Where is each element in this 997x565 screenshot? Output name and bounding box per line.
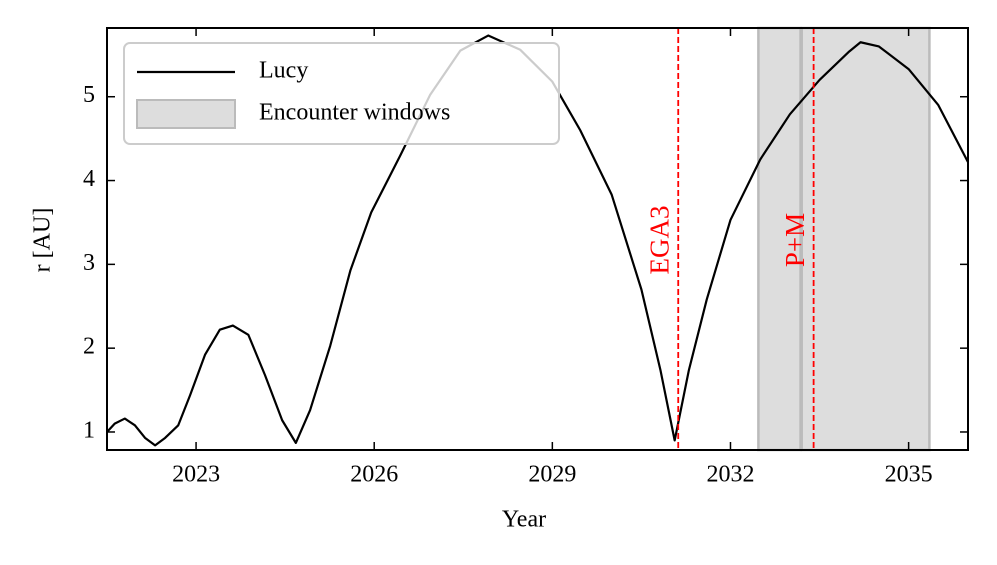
event-label: P+M [780, 213, 810, 267]
legend-label: Encounter windows [259, 100, 450, 126]
x-axis-label: Year [502, 507, 546, 533]
x-tick-label: 2032 [706, 462, 754, 488]
plot-frame [106, 27, 969, 451]
y-tick-label: 1 [83, 417, 95, 443]
encounter-window [757, 26, 802, 452]
y-tick-label: 2 [83, 334, 95, 360]
y-tick-label: 3 [83, 250, 95, 276]
y-axis-label: r [AU] [30, 208, 56, 273]
legend-patch [136, 99, 236, 129]
y-tick-label: 5 [83, 82, 95, 108]
x-tick-label: 2026 [350, 462, 398, 488]
event-label: EGA3 [644, 206, 674, 275]
legend-label: Lucy [259, 58, 308, 84]
x-tick-label: 2029 [528, 462, 576, 488]
y-tick-label: 4 [83, 166, 95, 192]
encounter-window [800, 26, 931, 452]
x-tick-label: 2035 [885, 462, 933, 488]
x-tick-label: 2023 [172, 462, 220, 488]
